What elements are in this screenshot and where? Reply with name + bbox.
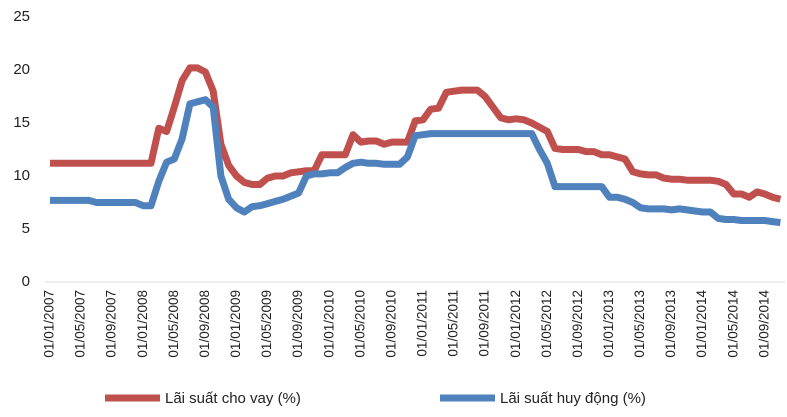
x-tick-label: 01/05/2010 [352,290,367,358]
x-tick-label: 01/09/2011 [477,290,492,357]
x-tick-label: 01/05/2008 [166,290,181,358]
x-tick-label: 01/09/2013 [663,290,678,358]
x-tick-label: 01/01/2014 [694,290,709,358]
line-series [50,96,781,227]
x-tick-label: 01/01/2008 [135,290,150,358]
y-tick-label: 20 [13,61,30,78]
y-tick-label: 5 [22,220,30,237]
x-tick-label: 01/09/2009 [290,290,305,358]
x-tick-label: 01/05/2009 [259,290,274,358]
x-tick-label: 01/01/2007 [42,290,57,358]
x-tick-label: 01/05/2011 [446,290,461,357]
x-tick-label: 01/05/2014 [725,290,740,358]
y-tick-label: 10 [13,167,30,184]
x-tick-label: 01/09/2007 [104,290,119,358]
x-tick-label: 01/09/2014 [756,290,771,358]
x-tick-label: 01/01/2013 [601,290,616,358]
y-tick-label: 0 [22,273,30,290]
x-tick-label: 01/01/2012 [508,290,523,358]
legend-label: Lãi suất huy động (%) [500,390,646,407]
y-tick-label: 15 [13,114,30,131]
x-tick-label: 01/09/2012 [570,290,585,358]
legend-label: Lãi suất cho vay (%) [165,390,301,407]
line-series [50,64,782,203]
x-tick-label: 01/05/2013 [632,290,647,358]
x-tick-label: 01/01/2010 [321,290,336,358]
y-tick-label: 25 [13,8,30,25]
x-tick-label: 01/05/2012 [539,290,554,358]
x-tick-label: 01/01/2011 [415,290,430,357]
x-tick-label: 01/05/2007 [73,290,88,358]
x-tick-label: 01/01/2009 [228,290,243,358]
x-tick-label: 01/09/2008 [197,290,212,358]
x-tick-label: 01/09/2010 [383,290,398,358]
